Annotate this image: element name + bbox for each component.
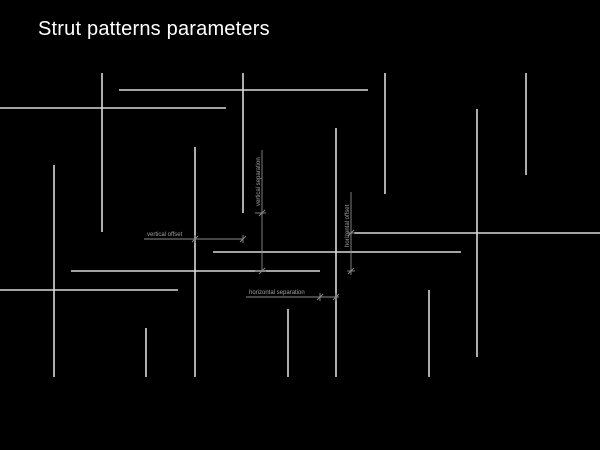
horizontal-separation-dimension: horizontal separation [246, 290, 340, 301]
vertical-offset-dimension: vertical offset [144, 232, 247, 243]
horizontal-offset-dimension: horizontal offset [345, 192, 355, 275]
vertical-offset-label: vertical offset [147, 232, 183, 238]
horizontal-separation-label: horizontal separation [249, 290, 305, 296]
diagram-title: Strut patterns parameters [38, 18, 270, 40]
horizontal-struts [0, 89, 600, 291]
horizontal-offset-label: horizontal offset [345, 204, 351, 247]
vertical-struts [53, 73, 527, 377]
vertical-separation-dimension: vertical separation [255, 150, 266, 275]
vertical-separation-label: vertical separation [256, 157, 262, 206]
